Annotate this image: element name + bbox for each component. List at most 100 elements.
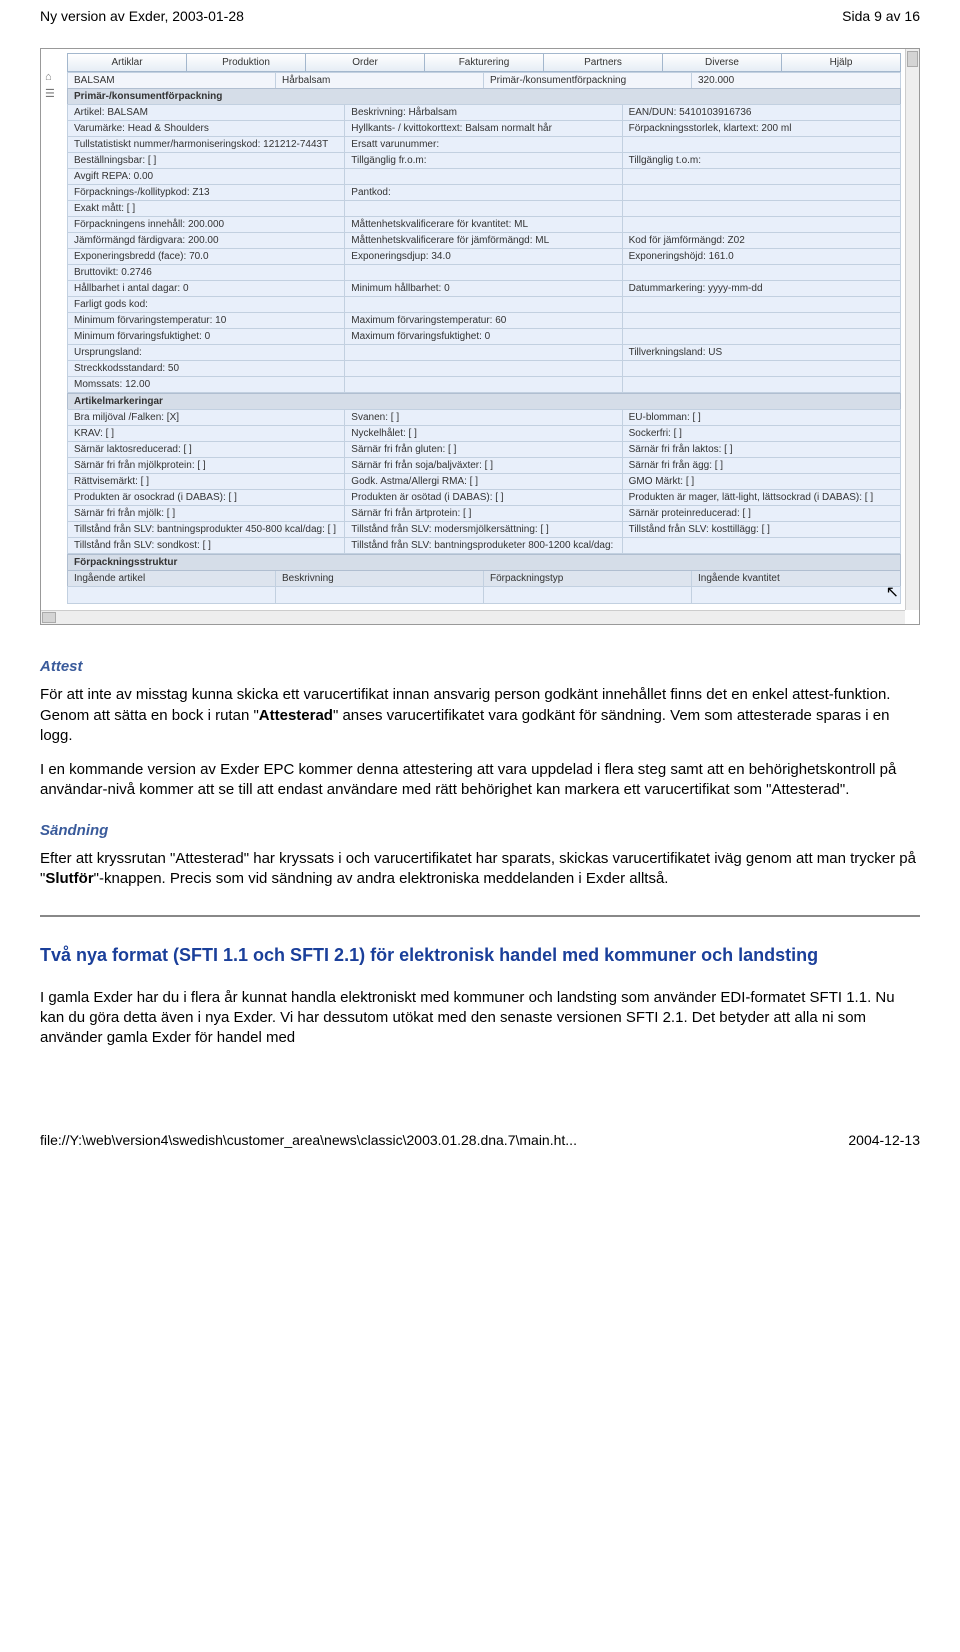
cell: Hållbarhet i antal dagar: 0	[68, 281, 345, 296]
cell: Farligt gods kod:	[68, 297, 345, 312]
home-icon[interactable]: ⌂	[45, 71, 55, 83]
empty-row	[67, 586, 901, 604]
cell: Exponeringsbredd (face): 70.0	[68, 249, 345, 264]
cell	[623, 297, 900, 312]
cell: Bruttovikt: 0.2746	[68, 265, 345, 280]
header-left: Ny version av Exder, 2003-01-28	[40, 8, 244, 24]
cell: Förpackningens innehåll: 200.000	[68, 217, 345, 232]
grid-icon[interactable]: ☰	[45, 87, 55, 100]
table-row: Beställningsbar: [ ]Tillgänglig fr.o.m:T…	[67, 152, 901, 168]
footer-right: 2004-12-13	[848, 1132, 920, 1148]
tab-artiklar[interactable]: Artiklar	[68, 54, 187, 71]
tab-fakturering[interactable]: Fakturering	[425, 54, 544, 71]
table-row: Bra miljöval /Falken: [X]Svanen: [ ]EU-b…	[67, 409, 901, 425]
cell: Minimum förvaringsfuktighet: 0	[68, 329, 345, 344]
col-header: Ingående kvantitet	[692, 571, 900, 586]
cell: Minimum hållbarhet: 0	[345, 281, 622, 296]
cell: Produkten är mager, lätt-light, lättsock…	[623, 490, 900, 505]
cell: Maximum förvaringsfuktighet: 0	[345, 329, 622, 344]
cell	[345, 265, 622, 280]
table-row: Avgift REPA: 0.00	[67, 168, 901, 184]
tab-produktion[interactable]: Produktion	[187, 54, 306, 71]
attest-heading: Attest	[40, 657, 920, 677]
col-header: Ingående artikel	[68, 571, 276, 586]
divider	[40, 915, 920, 917]
table-row: Jämförmängd färdigvara: 200.00Måttenhets…	[67, 232, 901, 248]
scrollbar-thumb[interactable]	[907, 51, 918, 67]
cell: Förpackningsstorlek, klartext: 200 ml	[623, 121, 900, 136]
left-toolbar: ⌂ ☰	[45, 71, 55, 100]
table-row: Varumärke: Head & ShouldersHyllkants- / …	[67, 120, 901, 136]
cell	[345, 169, 622, 184]
cell	[623, 217, 900, 232]
cell: Produkten är osockrad (i DABAS): [ ]	[68, 490, 345, 505]
table-row: Särnär laktosreducerad: [ ]Särnär fri fr…	[67, 441, 901, 457]
cell	[345, 297, 622, 312]
cell: Ersatt varunummer:	[345, 137, 622, 152]
cell	[623, 137, 900, 152]
cell: GMO Märkt: [ ]	[623, 474, 900, 489]
vertical-scrollbar[interactable]	[905, 49, 919, 610]
tab-order[interactable]: Order	[306, 54, 425, 71]
table-row: Exponeringsbredd (face): 70.0 Exponerings…	[67, 248, 901, 264]
cell: Tillgänglig t.o.m:	[623, 153, 900, 168]
col-header: Förpackningstyp	[484, 571, 692, 586]
tab-partners[interactable]: Partners	[544, 54, 663, 71]
table-row: Tullstatistiskt nummer/harmoniseringskod…	[67, 136, 901, 152]
cell	[345, 345, 622, 360]
cell	[623, 538, 900, 553]
cell: Tillstånd från SLV: modersmjölkersättnin…	[345, 522, 622, 537]
horizontal-scrollbar[interactable]	[41, 610, 905, 624]
section3-header: Förpackningsstruktur	[67, 554, 901, 570]
cell: Pantkod:	[345, 185, 622, 200]
rows1: Artikel: BALSAMBeskrivning: HårbalsamEAN…	[67, 104, 901, 393]
cell: Tillverkningsland: US	[623, 345, 900, 360]
header-right: Sida 9 av 16	[842, 8, 920, 24]
document-body: Attest För att inte av misstag kunna ski…	[40, 657, 920, 1048]
text: "-knappen. Precis som vid sändning av an…	[94, 870, 669, 887]
cell	[345, 361, 622, 376]
attest-p2: I en kommande version av Exder EPC komme…	[40, 760, 920, 801]
cell: Godk. Astma/Allergi RMA: [ ]	[345, 474, 622, 489]
cell	[623, 329, 900, 344]
cell: Kod för jämförmängd: Z02	[623, 233, 900, 248]
page-footer: file://Y:\web\version4\swedish\customer_…	[0, 1092, 960, 1156]
cell: Maximum förvaringstemperatur: 60	[345, 313, 622, 328]
top-cell: BALSAM	[68, 73, 276, 88]
cell: Tillstånd från SLV: bantningsprodukter 4…	[68, 522, 345, 537]
cell: Svanen: [ ]	[345, 410, 622, 425]
table-row: Bruttovikt: 0.2746	[67, 264, 901, 280]
table-row: Ursprungsland:Tillverkningsland: US	[67, 344, 901, 360]
rows2: Bra miljöval /Falken: [X]Svanen: [ ]EU-b…	[67, 409, 901, 554]
cell: Momssats: 12.00	[68, 377, 345, 392]
table-row: Minimum förvaringsfuktighet: 0Maximum fö…	[67, 328, 901, 344]
cell: Produkten är osötad (i DABAS): [ ]	[345, 490, 622, 505]
cell: Bra miljöval /Falken: [X]	[68, 410, 345, 425]
table-row: Hållbarhet i antal dagar: 0Minimum hållb…	[67, 280, 901, 296]
tab-bar: Artiklar Produktion Order Fakturering Pa…	[67, 53, 901, 72]
cell: Varumärke: Head & Shoulders	[68, 121, 345, 136]
cell: Tillstånd från SLV: sondkost: [ ]	[68, 538, 345, 553]
tab-diverse[interactable]: Diverse	[663, 54, 782, 71]
cell: Datummarkering: yyyy-mm-dd	[623, 281, 900, 296]
tab-hjalp[interactable]: Hjälp	[782, 54, 900, 71]
cell	[345, 201, 622, 216]
table-row: Tillstånd från SLV: sondkost: [ ]Tillstå…	[67, 537, 901, 554]
cell: Exponeringshöjd: 161.0	[623, 249, 900, 264]
table-row: Exakt mått: [ ]	[67, 200, 901, 216]
bold-text: Slutför	[45, 870, 93, 887]
cell: Måttenhetskvalificerare för kvantitet: M…	[345, 217, 622, 232]
cell: Särnär fri från laktos: [ ]	[623, 442, 900, 457]
bold-text: Attesterad	[259, 707, 333, 724]
cell: Tillstånd från SLV: kosttillägg: [ ]	[623, 522, 900, 537]
table-row: Farligt gods kod:	[67, 296, 901, 312]
last-paragraph: I gamla Exder har du i flera år kunnat h…	[40, 988, 920, 1049]
cell: Nyckelhålet: [ ]	[345, 426, 622, 441]
scrollbar-thumb[interactable]	[42, 612, 56, 623]
cell	[623, 377, 900, 392]
table-row: Artikel: BALSAMBeskrivning: HårbalsamEAN…	[67, 104, 901, 120]
top-cell: Hårbalsam	[276, 73, 484, 88]
app-screenshot: ⌂ ☰ Artiklar Produktion Order Fakturerin…	[40, 48, 920, 625]
cell	[345, 377, 622, 392]
cell: Särnär fri från ägg: [ ]	[623, 458, 900, 473]
